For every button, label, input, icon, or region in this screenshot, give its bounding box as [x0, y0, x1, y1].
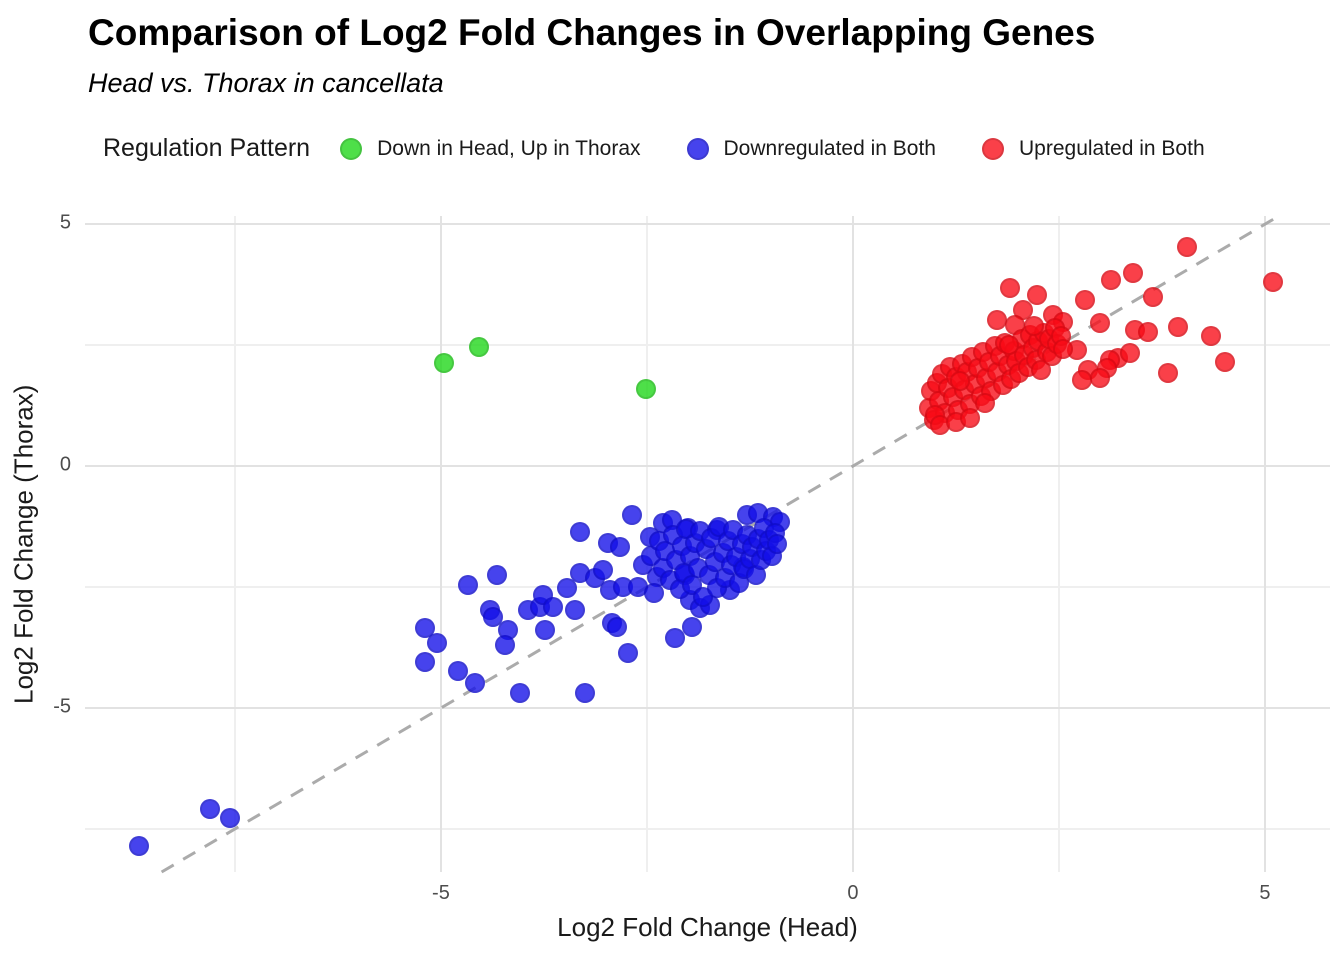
scatter-point: [1024, 315, 1045, 336]
scatter-point: [593, 560, 614, 581]
scatter-point: [627, 577, 648, 598]
gridline-vertical: [439, 216, 442, 872]
x-tick-label: -5: [432, 882, 450, 904]
scatter-point: [434, 353, 455, 374]
scatter-point: [1119, 343, 1140, 364]
scatter-point: [1030, 360, 1051, 381]
scatter-point: [617, 642, 638, 663]
scatter-point: [557, 578, 577, 599]
scatter-point: [950, 371, 971, 392]
scatter-point: [664, 627, 685, 648]
scatter-point: [930, 414, 951, 435]
scatter-point: [1053, 339, 1074, 360]
legend-dot-icon: [982, 137, 1004, 160]
legend-item-label: Downregulated in Both: [723, 136, 936, 160]
scatter-point: [643, 582, 664, 603]
gridline-horizontal: [85, 344, 1330, 346]
scatter-point: [974, 393, 995, 414]
chart-subtitle: Head vs. Thorax in cancellata: [88, 68, 444, 98]
scatter-point: [1090, 368, 1111, 389]
scatter-point: [220, 807, 241, 828]
scatter-point: [128, 835, 149, 856]
scatter-point: [200, 799, 221, 820]
scatter-point: [1200, 325, 1221, 346]
scatter-point: [959, 407, 980, 428]
legend-item-0: Down in Head, Up in Thorax: [340, 136, 641, 161]
scatter-point: [464, 672, 485, 693]
legend-item-1: Downregulated in Both: [686, 136, 936, 161]
scatter-point: [1071, 370, 1092, 390]
scatter-point: [575, 683, 596, 703]
y-tick-label: 0: [59, 453, 71, 476]
scatter-point: [482, 607, 503, 628]
legend-dot-icon: [340, 137, 363, 160]
scatter-point: [570, 521, 591, 542]
scatter-point: [1214, 352, 1235, 373]
scatter-point: [1157, 363, 1178, 384]
legend-dot-icon: [686, 137, 709, 160]
page-title: Comparison of Log2 Fold Changes in Overl…: [88, 12, 1096, 53]
plot-panel: -5 0 5 5 0 -5: [53, 212, 1330, 904]
gridline-vertical: [234, 216, 236, 872]
gridline-vertical: [1058, 216, 1060, 872]
scatter-point: [415, 618, 436, 639]
scatter-point: [534, 620, 555, 641]
scatter-point: [1090, 313, 1111, 334]
scatter-point: [987, 310, 1008, 330]
scatter-point: [565, 600, 586, 621]
legend-item-label: Upregulated in Both: [1019, 136, 1205, 160]
scatter-point: [767, 534, 788, 555]
x-axis-title: Log2 Fold Change (Head): [557, 912, 858, 942]
gridline-vertical: [851, 216, 854, 872]
legend-item-label: Down in Head, Up in Thorax: [377, 136, 641, 160]
scatter-point: [486, 564, 507, 585]
y-tick-label: 5: [59, 211, 71, 234]
scatter-point: [1100, 270, 1121, 291]
scatter-point: [682, 617, 703, 638]
legend: Regulation Pattern Down in Head, Up in T…: [103, 134, 1205, 163]
scatter-point: [415, 652, 436, 673]
legend-item-2: Upregulated in Both: [982, 137, 1205, 161]
scatter-point: [468, 337, 489, 358]
scatter-point: [1142, 287, 1163, 308]
gridline-horizontal: [85, 465, 1330, 468]
scatter-point: [543, 596, 563, 617]
scatter-point: [1026, 285, 1047, 306]
y-axis-title: Log2 Fold Change (Thorax): [8, 384, 39, 704]
x-tick-label: 0: [847, 882, 859, 904]
scatter-point: [999, 335, 1020, 356]
y-tick-label: -5: [53, 695, 71, 718]
scatter-point: [1263, 272, 1284, 293]
scatter-point: [510, 683, 531, 703]
legend-items: Down in Head, Up in Thorax Downregulated …: [340, 137, 1205, 161]
scatter-point: [1167, 317, 1188, 338]
gridline-horizontal: [85, 223, 1330, 226]
scatter-point: [1000, 278, 1021, 299]
scatter-point: [622, 504, 643, 525]
gridline-vertical: [1263, 216, 1266, 872]
scatter-point: [495, 635, 516, 656]
scatter-point: [448, 661, 469, 682]
scatter-point: [1137, 322, 1158, 343]
gridline-horizontal: [85, 707, 1330, 709]
scatter-point: [609, 536, 630, 557]
scatter-point: [1075, 290, 1096, 311]
x-tick-label: 5: [1259, 882, 1271, 904]
scatter-point: [607, 617, 628, 638]
scatter-point: [426, 633, 447, 654]
gridline-horizontal: [85, 828, 1330, 830]
scatter-point: [1176, 237, 1197, 258]
scatter-point: [458, 575, 479, 596]
scatter-point: [636, 379, 657, 400]
scatter-point: [1123, 263, 1144, 284]
legend-title: Regulation Pattern: [103, 134, 311, 162]
